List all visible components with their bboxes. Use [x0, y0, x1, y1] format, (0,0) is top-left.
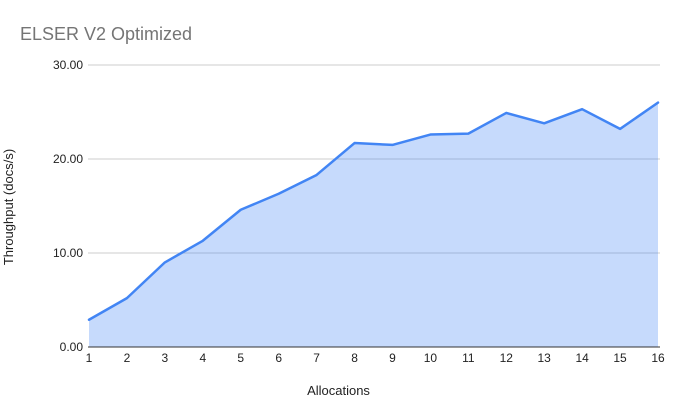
x-tick-label: 8 — [351, 351, 358, 365]
x-tick-label: 13 — [537, 351, 551, 365]
x-axis-title: Allocations — [307, 383, 370, 398]
x-tick-label: 16 — [651, 351, 665, 365]
x-tick-label: 9 — [389, 351, 396, 365]
chart-title: ELSER V2 Optimized — [20, 24, 193, 44]
x-tick-label: 6 — [275, 351, 282, 365]
x-tick-label: 2 — [123, 351, 131, 365]
series-area-fill — [89, 102, 658, 347]
y-tick-label: 0.00 — [59, 340, 83, 354]
y-tick-label: 30.00 — [52, 58, 83, 72]
y-tick-label: 10.00 — [52, 246, 83, 260]
x-tick-label: 4 — [199, 351, 207, 365]
x-tick-label: 10 — [423, 351, 438, 365]
x-tick-label: 15 — [613, 351, 627, 365]
y-axis-title: Throughput (docs/s) — [1, 148, 16, 266]
x-tick-label: 12 — [499, 351, 513, 365]
x-tick-label: 11 — [462, 351, 475, 365]
x-tick-label: 1 — [85, 351, 93, 365]
y-tick-label: 20.00 — [52, 152, 83, 166]
series-line — [87, 101, 660, 321]
x-tick-label: 7 — [313, 351, 320, 365]
x-tick-label: 5 — [237, 351, 245, 365]
x-tick-label: 3 — [161, 351, 169, 365]
x-tick-label: 14 — [575, 351, 589, 365]
